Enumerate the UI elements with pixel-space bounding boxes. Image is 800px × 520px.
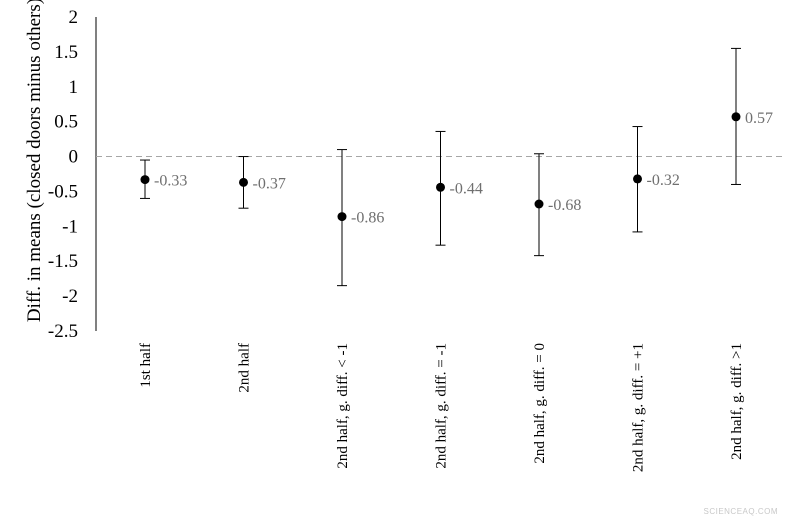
data-label: -0.33 xyxy=(154,173,187,190)
data-label: -0.86 xyxy=(351,210,384,227)
data-point xyxy=(337,212,347,222)
y-tick-label: -1 xyxy=(62,216,78,237)
y-tick-label: 0.5 xyxy=(54,112,78,133)
y-tick-label: -2.5 xyxy=(48,321,78,342)
data-label: -0.32 xyxy=(647,172,680,189)
data-label: -0.68 xyxy=(548,197,581,214)
y-tick-label: 0 xyxy=(69,147,79,168)
y-tick-label: 2 xyxy=(69,7,79,28)
data-label: -0.44 xyxy=(450,180,483,197)
data-point xyxy=(731,112,741,122)
x-category-label: 2nd half, g. diff. >1 xyxy=(729,343,745,460)
y-tick-label: -0.5 xyxy=(48,181,78,202)
data-point xyxy=(633,174,642,184)
y-axis: 2 1.5 1 0.5 0 -0.5 -1 -1.5 -2 -2.5 xyxy=(48,7,97,342)
watermark: SCIENCEAQ.COM xyxy=(703,507,778,516)
x-category-label: 2nd half, g. diff. < -1 xyxy=(335,343,351,469)
data-point xyxy=(140,175,150,185)
y-axis-label: Diff. in means (closed doors minus other… xyxy=(24,0,45,322)
x-category-label: 2nd half, g. diff. = 0 xyxy=(532,343,548,464)
x-axis-category-labels: 1st half 2nd half 2nd half, g. diff. < -1 2… xyxy=(138,343,745,472)
data-point xyxy=(534,199,544,209)
data-point xyxy=(239,177,248,187)
x-category-label: 2nd half, g. diff. = +1 xyxy=(631,343,647,472)
y-tick-label: -1.5 xyxy=(48,251,78,272)
x-category-label: 2nd half xyxy=(237,343,253,393)
y-tick-label: 1.5 xyxy=(54,42,78,63)
data-point xyxy=(436,182,445,192)
x-category-label: 1st half xyxy=(138,343,154,388)
data-label: 0.57 xyxy=(745,110,773,127)
data-label: -0.37 xyxy=(253,175,286,192)
y-tick-label: 1 xyxy=(69,77,79,98)
x-category-label: 2nd half, g. diff. = -1 xyxy=(434,343,450,469)
plot-area: -0.33 -0.37 -0.86 -0.44 -0.68 -0.32 0.57 xyxy=(140,47,773,287)
y-tick-label: -2 xyxy=(62,286,78,307)
